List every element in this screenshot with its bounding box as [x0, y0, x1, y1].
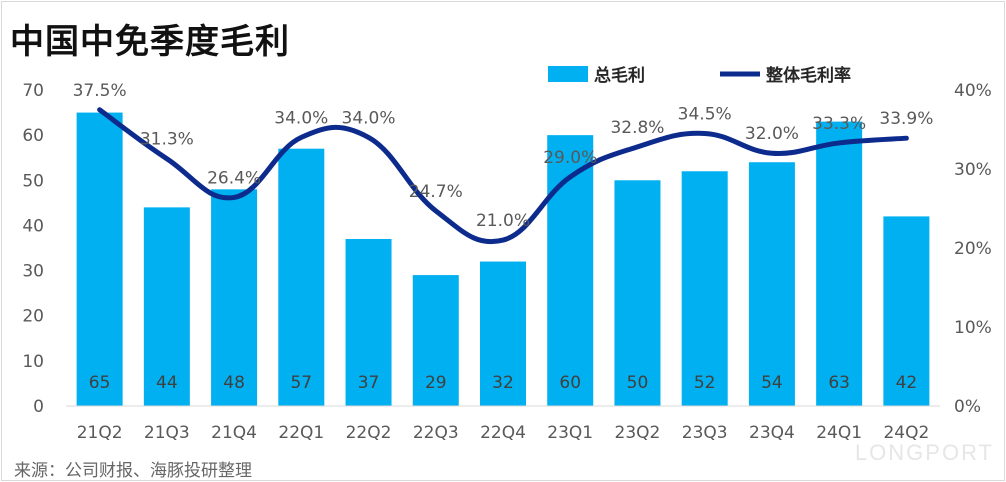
- x-tick-22Q2: 22Q2: [346, 423, 392, 443]
- x-tick-24Q1: 24Q1: [816, 423, 862, 443]
- margin-label-22Q2: 34.0%: [342, 108, 396, 128]
- x-tick-21Q2: 21Q2: [77, 423, 123, 443]
- bar-23Q3: [681, 171, 728, 406]
- y-left-tick: 40: [22, 216, 44, 236]
- bar-value-label: 63: [828, 373, 850, 393]
- x-tick-24Q2: 24Q2: [883, 423, 929, 443]
- margin-label-22Q1: 34.0%: [274, 108, 328, 128]
- margin-label-23Q2: 32.8%: [610, 118, 664, 138]
- y-right-tick: 40%: [954, 81, 992, 101]
- bar-21Q4: [211, 189, 258, 406]
- x-tick-23Q1: 23Q1: [547, 423, 593, 443]
- legend-bar-swatch: [548, 66, 588, 82]
- y-left-tick: 20: [22, 307, 44, 327]
- bar-22Q1: [278, 148, 325, 406]
- page-title: 中国中免季度毛利: [10, 22, 290, 62]
- bar-24Q1: [816, 121, 863, 406]
- legend-bar-label: 总毛利: [594, 65, 645, 86]
- y-left-tick: 60: [22, 126, 44, 146]
- bar-22Q3: [412, 275, 459, 406]
- y-left-tick: 70: [22, 81, 44, 101]
- margin-label-24Q1: 33.3%: [812, 114, 866, 134]
- x-tick-22Q3: 22Q3: [413, 423, 459, 443]
- margin-line: [97, 107, 909, 245]
- x-tick-22Q1: 22Q1: [278, 423, 324, 443]
- y-right-tick: 30%: [954, 160, 992, 180]
- x-tick-23Q4: 23Q4: [749, 423, 795, 443]
- margin-label-21Q4: 26.4%: [207, 168, 261, 188]
- y-left-tick: 10: [22, 352, 44, 372]
- x-tick-22Q4: 22Q4: [480, 423, 526, 443]
- bar-22Q2: [345, 238, 392, 406]
- bar-value-label: 44: [156, 373, 178, 393]
- y-right-tick: 20%: [954, 239, 992, 259]
- margin-label-22Q3: 24.7%: [409, 182, 463, 202]
- margin-label-22Q4: 21.0%: [476, 211, 530, 231]
- legend-line-label: 整体毛利率: [766, 65, 851, 86]
- margin-label-21Q3: 31.3%: [140, 130, 194, 150]
- bar-23Q2: [614, 180, 661, 406]
- bar-value-label: 50: [627, 373, 649, 393]
- bar-22Q4: [480, 261, 526, 406]
- bar-value-label: 29: [425, 373, 447, 393]
- margin-label-23Q1: 29.0%: [543, 148, 597, 168]
- bar-value-label: 42: [896, 373, 918, 393]
- bar-value-label: 52: [694, 373, 716, 393]
- bar-24Q2: [883, 216, 930, 406]
- bar-value-label: 37: [358, 373, 380, 393]
- y-right-tick: 10%: [954, 318, 992, 338]
- margin-label-24Q2: 33.9%: [879, 109, 933, 129]
- margin-label-21Q2: 37.5%: [73, 81, 127, 101]
- y-right-tick: 0%: [954, 397, 981, 417]
- x-tick-23Q3: 23Q3: [682, 423, 728, 443]
- bar-23Q1: [547, 135, 594, 406]
- x-tick-21Q3: 21Q3: [144, 423, 190, 443]
- x-tick-23Q2: 23Q2: [615, 423, 661, 443]
- y-left-tick: 0: [33, 397, 44, 417]
- bar-value-label: 60: [559, 373, 581, 393]
- bar-value-label: 54: [761, 373, 783, 393]
- bar-23Q4: [748, 162, 795, 406]
- bar-value-label: 65: [89, 373, 111, 393]
- source-note: 来源：公司财报、海豚投研整理: [14, 461, 252, 481]
- margin-label-23Q4: 32.0%: [745, 124, 799, 144]
- bar-21Q2: [76, 112, 123, 407]
- margin-label-23Q3: 34.5%: [678, 104, 732, 124]
- bar-21Q3: [143, 207, 190, 406]
- bar-value-label: 32: [492, 373, 514, 393]
- y-left-tick: 30: [22, 262, 44, 282]
- y-left-tick: 50: [22, 171, 44, 191]
- bar-value-label: 48: [223, 373, 245, 393]
- bar-value-label: 57: [290, 373, 312, 393]
- x-tick-21Q4: 21Q4: [211, 423, 257, 443]
- longport-watermark: LONGPORT: [854, 440, 994, 465]
